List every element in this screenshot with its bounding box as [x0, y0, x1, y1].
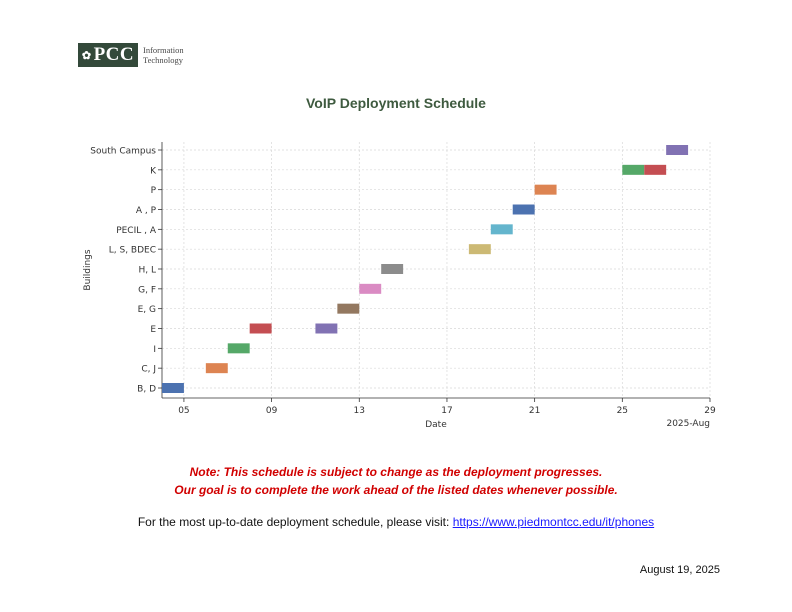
y-tick-label: E, G	[138, 305, 156, 315]
gantt-bar	[534, 184, 557, 195]
x-tick-label: 25	[617, 406, 628, 416]
logo-caption-line2: Technology	[143, 55, 184, 65]
y-tick-label: South Campus	[90, 147, 156, 157]
gantt-bar	[205, 363, 228, 374]
x-tick-label: 09	[266, 406, 278, 416]
y-tick-label: A , P	[136, 206, 157, 216]
logo-caption: Information Technology	[143, 45, 184, 65]
pcc-leaf-icon: ✿	[81, 49, 92, 62]
logo-mark-text: PCC	[93, 44, 135, 65]
gantt-bar	[315, 323, 338, 334]
logo-badge: ✿ PCC	[78, 43, 138, 67]
y-tick-label: K	[150, 166, 157, 176]
x-tick-label: 29	[704, 406, 716, 416]
visit-line: For the most up-to-date deployment sched…	[0, 515, 792, 529]
gantt-bar	[227, 343, 250, 354]
phones-link[interactable]: https://www.piedmontcc.edu/it/phones	[452, 515, 655, 529]
x-axis-label: Date	[425, 420, 447, 430]
y-tick-label: C, J	[141, 365, 156, 375]
x-tick-label: 13	[354, 406, 365, 416]
gantt-bar	[468, 244, 491, 255]
visit-text: For the most up-to-date deployment sched…	[137, 515, 453, 529]
gantt-bar	[644, 164, 667, 175]
gantt-bar	[512, 204, 535, 215]
y-tick-label: L, S, BDEC	[109, 246, 156, 256]
gantt-bar	[359, 283, 382, 294]
logo-caption-line1: Information	[143, 45, 184, 55]
y-tick-label: G, F	[138, 285, 156, 295]
page-title: VoIP Deployment Schedule	[306, 95, 486, 111]
y-tick-label: H, L	[138, 266, 156, 276]
document-date: August 19, 2025	[639, 564, 720, 576]
x-offset-label: 2025-Aug	[666, 419, 710, 429]
gantt-bar	[162, 383, 184, 393]
gantt-bar	[622, 164, 645, 175]
schedule-note-line1: Note: This schedule is subject to change…	[189, 465, 603, 479]
x-tick-label: 05	[178, 406, 189, 416]
y-tick-label: B, D	[137, 385, 156, 395]
schedule-note-line2: Our goal is to complete the work ahead o…	[174, 483, 618, 497]
gantt-bar	[249, 323, 272, 334]
gantt-bar	[337, 303, 360, 314]
x-tick-label: 21	[529, 406, 540, 416]
gantt-bar	[666, 145, 689, 155]
pcc-logo: ✿ PCC Information Technology	[78, 43, 184, 67]
x-tick-label: 17	[441, 406, 452, 416]
y-tick-label: E	[150, 325, 156, 335]
y-tick-label: P	[151, 186, 157, 196]
y-tick-label: I	[153, 345, 156, 355]
gantt-bar	[490, 224, 513, 235]
y-axis-label: Buildings	[83, 249, 93, 291]
gantt-bar	[381, 264, 404, 274]
y-tick-label: PECIL , A	[116, 226, 157, 236]
